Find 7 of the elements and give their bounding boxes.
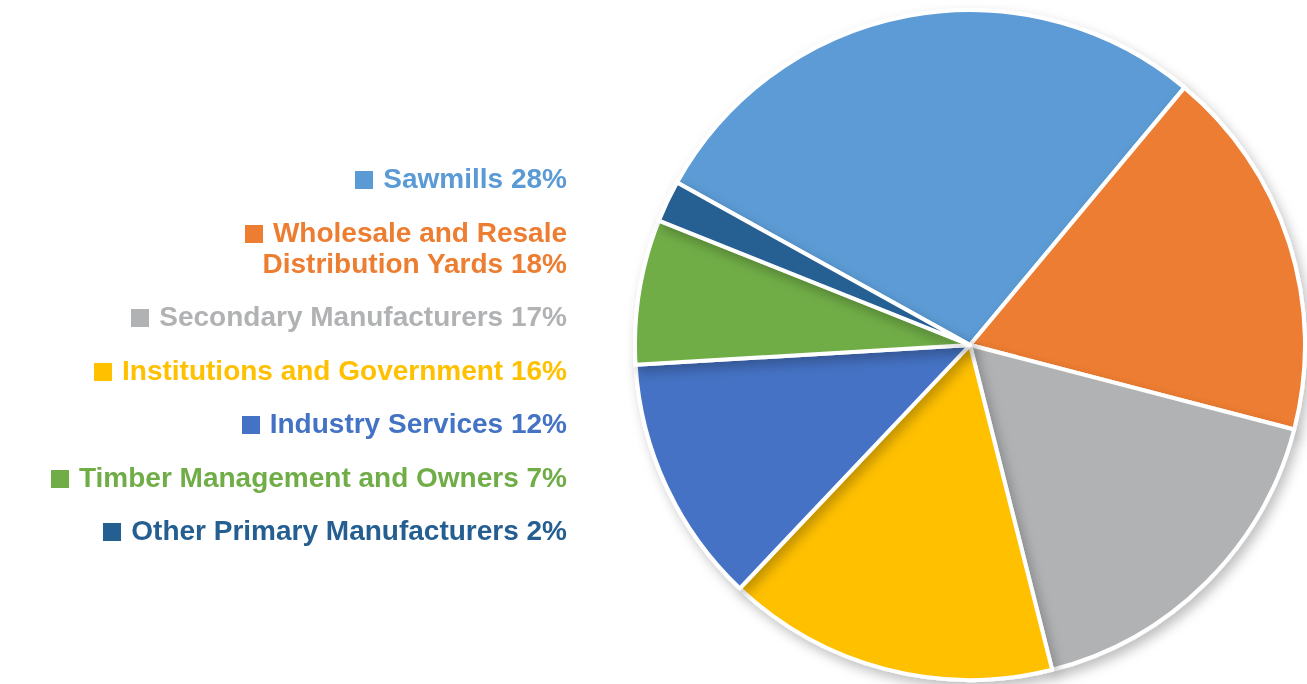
legend-label: Wholesale and Resale Distribution Yards 18% <box>261 216 567 279</box>
legend-label: Institutions and Government 16% <box>121 354 567 386</box>
legend-label: Other Primary Manufacturers 2% <box>130 515 567 546</box>
legend-label: Timber Management and Owners 7% <box>77 461 567 493</box>
legend-label: Sawmills 28% <box>382 163 567 194</box>
legend-label: Secondary Manufacturers 17% <box>158 301 567 332</box>
legend-label: Industry Services 12% <box>268 408 567 439</box>
